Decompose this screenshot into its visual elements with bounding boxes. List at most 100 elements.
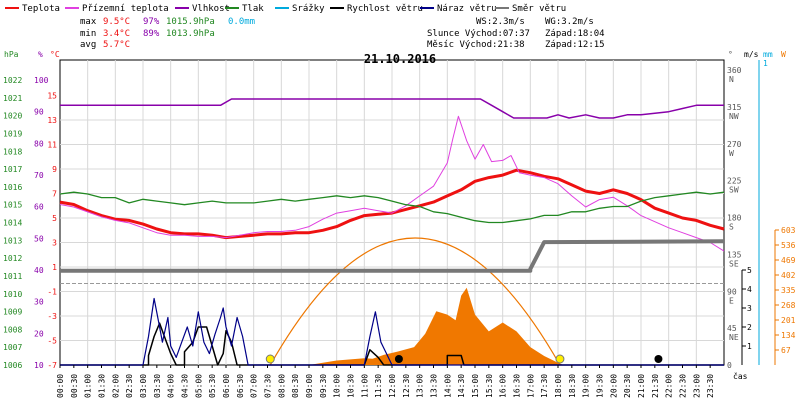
series-smer-vetru <box>60 239 725 273</box>
series-prizemni-teplota <box>59 115 725 252</box>
axis-deg-tick: 270 <box>727 140 742 149</box>
sun-marker <box>555 354 565 364</box>
axis-ms-tick: 1 <box>747 342 752 351</box>
axis-temp-tick: -5 <box>47 337 57 346</box>
info-sunrise: Slunce Východ:07:37 <box>427 29 530 39</box>
axis-dir-label: N <box>729 75 734 84</box>
axis-hpa-tick: 1019 <box>3 129 22 138</box>
axis-wm-tick: 335 <box>781 286 796 295</box>
series-vlhkost <box>60 98 724 119</box>
axis-deg-tick: 360 <box>727 66 742 75</box>
sun-moon-markers <box>265 354 663 364</box>
axis-x-tick: 18:30 <box>568 374 577 398</box>
axis-x-tick: 17:00 <box>526 374 535 398</box>
series-sun-elevation <box>269 237 561 366</box>
axis-x-tick: 22:00 <box>665 374 674 398</box>
axis-x-tick: 17:30 <box>540 374 549 398</box>
axis-x-tick: 01:30 <box>98 374 107 398</box>
axis-x-tick: 12:00 <box>388 374 397 398</box>
axis-hpa-tick: 1006 <box>3 361 22 370</box>
axis-hpa-tick: 1020 <box>3 112 22 121</box>
axis-x-tick: 22:30 <box>679 374 688 398</box>
axis-x-tick: 03:30 <box>153 374 162 398</box>
axis-x-tick: 07:00 <box>250 374 259 398</box>
axis-pct-tick: 20 <box>34 329 44 338</box>
axis-temp-tick: -1 <box>47 288 57 297</box>
axis-x-tick: 13:30 <box>430 374 439 398</box>
axis-x-tick: 19:00 <box>582 374 591 398</box>
legend-label: Náraz větru <box>437 4 497 14</box>
axis-deg-tick: 45 <box>727 324 737 333</box>
axis-ms-tick: 2 <box>747 323 752 332</box>
axis-hpa-tick: 1007 <box>3 343 22 352</box>
stats-label: max <box>80 17 97 27</box>
axis-temp-tick: 3 <box>52 239 57 248</box>
axis-dir-label: SE <box>729 259 739 268</box>
moon-marker <box>394 355 403 363</box>
axis-pct-tick: 40 <box>34 266 44 275</box>
axis-x-tick: 14:00 <box>443 374 452 398</box>
series-naraz-vetru <box>60 297 724 366</box>
axis-deg-title: ° <box>728 50 733 59</box>
axis-x-tick: 08:30 <box>291 374 300 398</box>
axis-x-tick: 03:00 <box>139 374 148 398</box>
axis-hpa-tick: 1015 <box>3 201 22 210</box>
axis-dir-label: W <box>729 149 734 158</box>
axis-x-tick: 19:30 <box>596 374 605 398</box>
legend-label: Rychlost větru <box>347 4 423 14</box>
axis-ms-tick: 3 <box>747 304 752 313</box>
axis-x-tick: 21:00 <box>637 374 646 398</box>
axis-wm-tick: 67 <box>781 346 791 355</box>
stats-panel: max 9.5°C 97% 1015.9hPa 0.0mm min 3.4°C 89% 1013… <box>80 17 255 50</box>
axis-ms-tick: 4 <box>747 285 752 294</box>
axis-hpa-tick: 1008 <box>3 325 22 334</box>
series-layer <box>59 98 725 366</box>
axis-x-tick: 16:30 <box>513 374 522 398</box>
axis-ms-tick: 5 <box>747 266 752 275</box>
axis-x-tick: 00:30 <box>70 374 79 398</box>
stats-humidity: 89% <box>143 29 160 39</box>
axis-x-tick: 20:00 <box>609 374 618 398</box>
axis-pct-title: % <box>38 50 43 59</box>
stats-temp: 3.4°C <box>103 29 130 39</box>
axis-temp-tick: 11 <box>47 141 57 150</box>
stats-rain: 0.0mm <box>228 17 255 27</box>
axis-hpa-tick: 1018 <box>3 147 22 156</box>
axis-pct-tick: 70 <box>34 171 44 180</box>
info-moonset: Západ:12:15 <box>545 40 605 50</box>
axis-x-title: čas <box>733 371 748 381</box>
axis-hpa-tick: 1016 <box>3 183 22 192</box>
axis-dir-label: S <box>729 223 734 232</box>
axis-wm-tick: 603 <box>781 226 796 235</box>
axis-x-tick: 02:30 <box>125 374 134 398</box>
axis-deg-tick: 0 <box>727 361 732 370</box>
axis-temp-tick: -3 <box>47 312 57 321</box>
series-tlak <box>59 191 725 224</box>
axis-temp-title: °C <box>50 50 60 59</box>
axis-ms-title: m/s <box>744 50 759 59</box>
axis-x-tick: 08:00 <box>277 374 286 398</box>
axis-wm-tick: 201 <box>781 316 796 325</box>
legend-label: Srážky <box>292 4 325 14</box>
axis-temp-tick: 13 <box>47 116 57 125</box>
axis-hpa-tick: 1010 <box>3 290 22 299</box>
axis-x-tick: 21:30 <box>651 374 660 398</box>
axis-x-tick: 09:30 <box>319 374 328 398</box>
chart-title: 21.10.2016 <box>364 52 436 66</box>
axis-mm-tick: 1 <box>763 59 768 68</box>
axis-x-tick: 02:00 <box>111 374 120 398</box>
info-wind-speed: WS:2.3m/s <box>476 17 525 27</box>
axis-x-tick: 04:00 <box>167 374 176 398</box>
axis-pct-tick: 90 <box>34 108 44 117</box>
stats-humidity: 97% <box>143 17 160 27</box>
legend-label: Přízemní teplota <box>82 4 169 14</box>
axis-hpa-tick: 1022 <box>3 76 22 85</box>
axis-pct-tick: 80 <box>34 139 44 148</box>
axis-temp-tick: -7 <box>47 361 57 370</box>
solar-radiation-fill <box>309 287 564 365</box>
axis-x-tick: 13:00 <box>416 374 425 398</box>
axis-x-tick: 05:00 <box>194 374 203 398</box>
axis-mm-title: mm <box>763 50 773 59</box>
legend-label: Směr větru <box>512 4 566 14</box>
axis-hpa-tick: 1014 <box>3 219 22 228</box>
